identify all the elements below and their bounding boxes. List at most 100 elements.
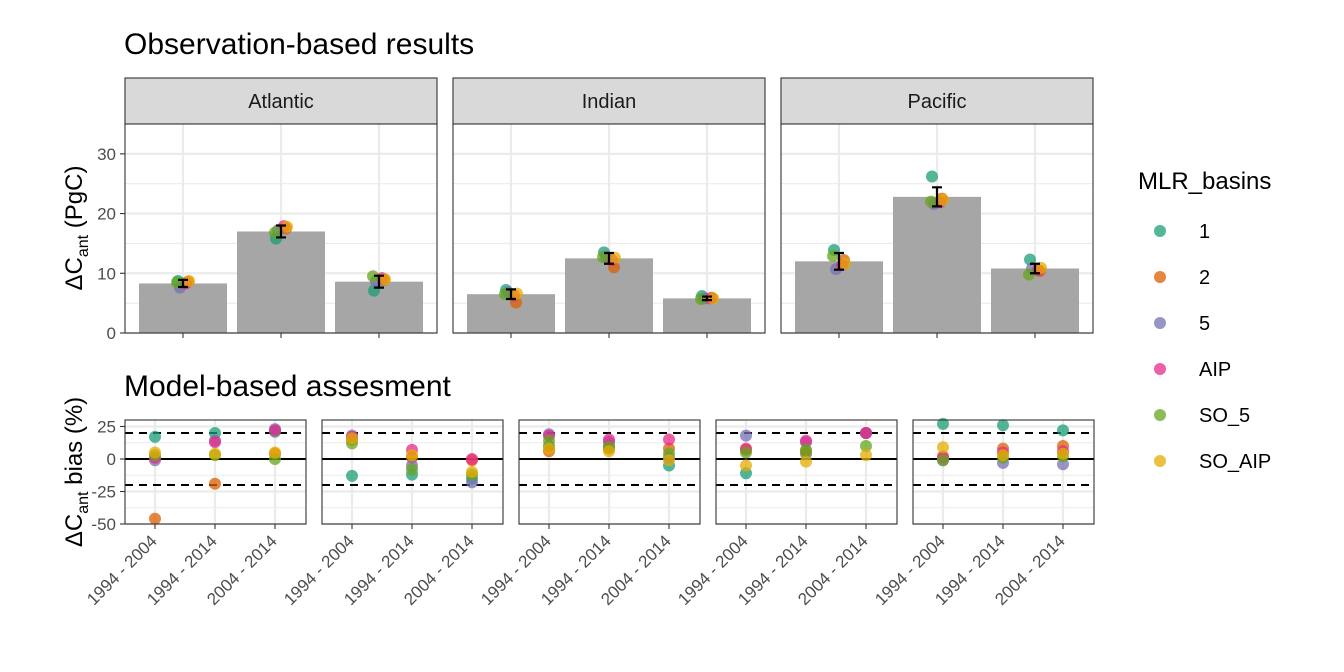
legend-swatch [1154, 317, 1166, 329]
facet-strip [452, 77, 766, 125]
legend-swatch [1154, 363, 1166, 375]
legend-item-1: 1 [1154, 221, 1210, 243]
data-point [937, 193, 949, 206]
data-point [740, 429, 752, 442]
data-point [926, 170, 938, 183]
data-point [1023, 268, 1035, 281]
panel-border [321, 419, 504, 525]
panel-border [715, 419, 898, 525]
data-point [209, 436, 221, 449]
facet-atlantic: Atlantic [124, 77, 438, 338]
axis-titles: ΔCant (PgC)ΔCant bias (%) [61, 166, 92, 548]
axis-title-rest: bias (%) [61, 397, 88, 492]
data-point [937, 454, 949, 467]
legend-label: AIP [1199, 359, 1231, 381]
y-tick-label: 0 [107, 324, 116, 343]
legend-label: 1 [1199, 221, 1210, 243]
data-point [740, 459, 752, 472]
legend-swatch [1154, 271, 1166, 283]
y-tick-label: -25 [91, 483, 116, 502]
data-point [183, 275, 195, 288]
legend-label: 2 [1199, 267, 1210, 289]
legend-item-so_5: SO_5 [1154, 405, 1250, 427]
y-tick-label: 10 [97, 264, 116, 283]
y-tick-label: -50 [91, 515, 116, 534]
data-point [149, 446, 161, 459]
data-point [511, 287, 523, 300]
data-point [860, 449, 872, 462]
legend: MLR_basins 1 2 5 AIP SO_5 SO_AIP [1138, 168, 1271, 473]
panel-border [518, 419, 701, 525]
data-point [269, 424, 281, 437]
data-point [695, 292, 707, 305]
data-point [925, 195, 937, 208]
legend-swatch [1154, 409, 1166, 421]
facet-strip [124, 77, 438, 125]
axis-title-subscript: ant [75, 234, 92, 257]
axis-title-main: ΔC [61, 257, 88, 290]
data-point [1024, 253, 1036, 266]
axis-title-subscript: ant [75, 491, 92, 514]
panel-border [780, 123, 1094, 334]
axis-title-rest: (PgC) [61, 166, 88, 235]
bar [991, 268, 1079, 333]
legend-swatch [1154, 225, 1166, 237]
data-point [800, 434, 812, 447]
data-point [281, 220, 293, 233]
y-tick-label: 20 [97, 205, 116, 224]
bottom-chart-title: Model-based assesment [124, 370, 452, 403]
bar [565, 258, 653, 333]
data-point [1057, 424, 1069, 437]
data-point [597, 251, 609, 264]
facet-strip-label: Atlantic [248, 91, 314, 113]
top-y-axis-title: ΔCant (PgC) [61, 166, 92, 291]
data-point [149, 430, 161, 443]
data-point [839, 257, 851, 270]
y-tick-label: 0 [107, 450, 116, 469]
legend-label: 5 [1199, 313, 1210, 335]
data-point [1057, 447, 1069, 460]
bar [663, 298, 751, 333]
data-point [406, 449, 418, 462]
error-bar [604, 251, 614, 265]
data-point [543, 442, 555, 455]
facet-indian: Indian [452, 77, 766, 338]
bar [237, 231, 325, 333]
data-point [269, 446, 281, 459]
data-point [406, 463, 418, 476]
data-point [997, 449, 1009, 462]
data-point [269, 226, 281, 239]
error-bar [932, 186, 942, 208]
y-tick-label: 30 [97, 145, 116, 164]
data-point [997, 419, 1009, 432]
data-point [609, 251, 621, 264]
data-point [827, 249, 839, 262]
data-point [740, 446, 752, 459]
data-point [346, 432, 358, 445]
data-point [663, 433, 675, 446]
observation-bar-chart: 0 10 20 30 Atlantic Indian Pacific [97, 77, 1094, 343]
data-point [149, 512, 161, 525]
legend-item-2: 2 [1154, 267, 1210, 289]
data-point [367, 270, 379, 283]
data-point [499, 288, 511, 301]
data-point [800, 443, 812, 456]
error-bar [506, 288, 516, 301]
data-point [466, 466, 478, 478]
data-point [860, 440, 872, 452]
legend-label: SO_5 [1199, 405, 1250, 427]
data-point [937, 441, 949, 454]
facet-strip-label: Pacific [908, 91, 967, 113]
legend-label: SO_AIP [1199, 451, 1271, 473]
error-bar [374, 274, 384, 289]
axis-title-main: ΔC [61, 514, 88, 547]
data-point [603, 445, 615, 458]
legend-item-5: 5 [1154, 313, 1210, 335]
facet-pacific: Pacific [780, 77, 1094, 338]
data-point [1035, 261, 1047, 274]
